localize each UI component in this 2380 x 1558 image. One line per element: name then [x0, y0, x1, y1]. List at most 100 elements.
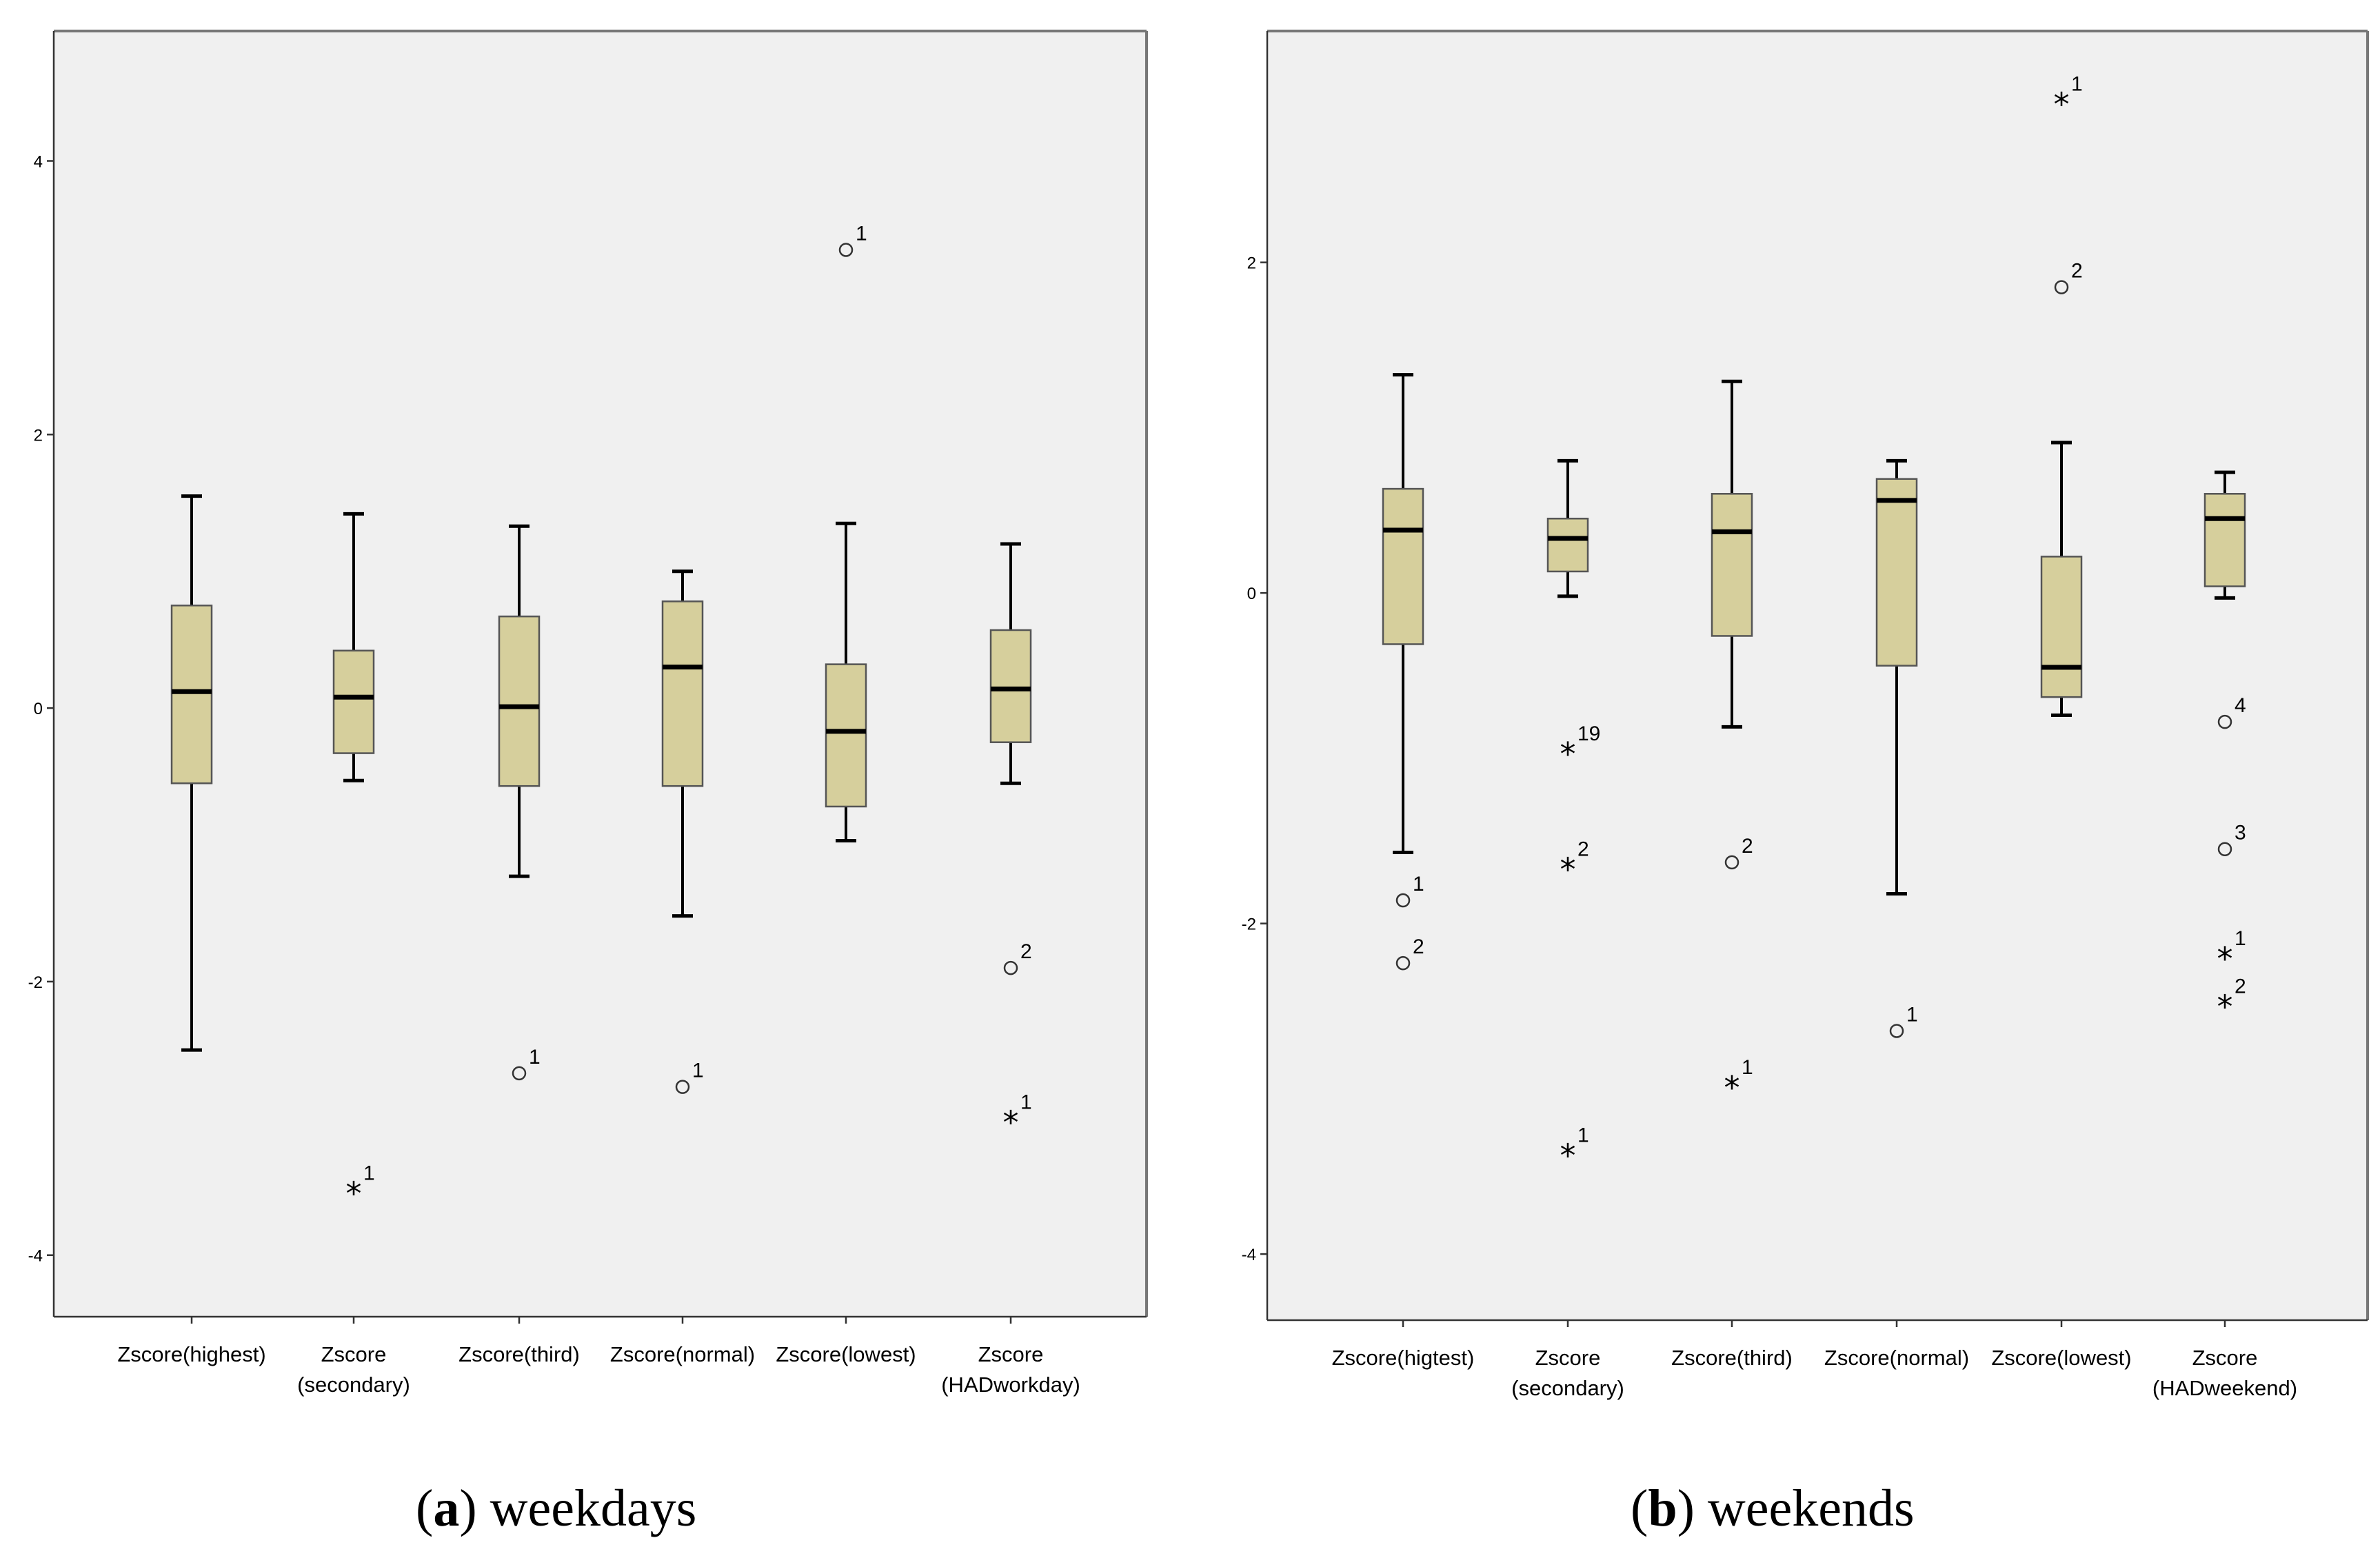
plot-area: [1267, 31, 2368, 1320]
box-6: Zscore(HADweekend)43*1*2: [2152, 470, 2297, 1400]
iqr-box: [2040, 556, 2083, 698]
category-label: Zscore(lowest): [776, 1342, 916, 1366]
box-4: Zscore(normal) 1: [1824, 458, 1969, 1370]
outlier-label: 1: [2235, 927, 2246, 950]
outlier-label: 2: [2235, 975, 2246, 998]
outlier-circle: [2217, 714, 2232, 729]
extreme-star: *: [2217, 989, 2233, 1026]
iqr-box: [1382, 487, 1424, 645]
iqr-box: [170, 605, 213, 785]
extreme-star: *: [346, 1175, 362, 1212]
extreme-star: *: [2054, 86, 2070, 123]
extreme-star: *: [1560, 1137, 1576, 1174]
box-2: Zscore(secondary)*19*2*1: [1511, 458, 1624, 1400]
y-tick-label: 0: [1247, 585, 1256, 603]
outlier-label: 1: [1906, 1003, 1918, 1026]
category-label: Zscore(third): [1671, 1346, 1793, 1370]
category-label: Zscore(higtest): [1332, 1346, 1475, 1370]
category-label: Zscore(third): [458, 1342, 580, 1366]
category-label: (HADweekend): [2152, 1376, 2297, 1400]
box-4: Zscore(normal) 1: [610, 569, 755, 1366]
iqr-box: [1875, 478, 1918, 667]
caption-a-letter: a: [433, 1479, 460, 1537]
outlier-circle: [2217, 842, 2232, 856]
outlier-label: 1: [1577, 1124, 1589, 1146]
outlier-label: 2: [2071, 260, 2083, 283]
outlier-label: 2: [1020, 940, 1032, 963]
outlier-label: 1: [1742, 1056, 1753, 1079]
outlier-label: 1: [692, 1060, 704, 1082]
caption-b: (b) weekends: [1631, 1479, 1915, 1537]
caption-a: (a) weekdays: [416, 1479, 697, 1537]
iqr-box: [989, 629, 1032, 743]
outlier-circle: [1395, 893, 1411, 908]
plot-area: [54, 31, 1147, 1317]
iqr-box: [1546, 517, 1589, 573]
iqr-box: [498, 615, 541, 787]
extreme-star: *: [1560, 851, 1576, 889]
category-label: (secondary): [1511, 1376, 1624, 1400]
box-6: Zscore (HADworkday) 2 *1: [941, 542, 1080, 1397]
category-label: Zscore(normal): [1824, 1346, 1969, 1370]
outlier-label: 2: [1413, 935, 1424, 958]
outlier-label: 1: [1413, 873, 1424, 896]
outlier-label: 1: [1020, 1091, 1032, 1113]
y-tick-label: 2: [34, 426, 43, 445]
outlier-label: 1: [363, 1162, 375, 1184]
category-label: Zscore: [978, 1342, 1044, 1366]
box-3: Zscore(third) 2 *1: [1671, 379, 1793, 1370]
iqr-box: [2203, 493, 2246, 587]
panel-a-weekdays: 4 2 0 -2 -4 Zscore(highest) Zscore (secondary) *…: [28, 30, 1148, 1397]
category-label: (HADworkday): [941, 1373, 1080, 1397]
iqr-box: [1711, 493, 1753, 637]
outlier-circle: [1003, 960, 1018, 975]
category-label: Zscore: [321, 1342, 387, 1366]
outlier-label: 19: [1577, 722, 1600, 745]
outlier-label: 2: [1742, 835, 1753, 858]
box-5: Zscore(lowest) 1: [776, 222, 916, 1366]
iqr-box: [661, 600, 704, 787]
panel-b-weekends: 2 0 -2 -4 Zscore(higtest) 1 2 Zscore (secondary)…: [1242, 30, 2369, 1400]
outlier-label: 1: [2071, 73, 2083, 96]
outlier-label: 1: [856, 222, 867, 245]
extreme-star: *: [1560, 736, 1576, 773]
caption-a-text: weekdays: [490, 1479, 697, 1537]
caption-b-text: weekends: [1707, 1479, 1915, 1537]
box-2: Zscore (secondary) *1: [297, 512, 410, 1397]
outlier-circle: [1889, 1024, 1904, 1038]
y-tick-label: -2: [1242, 915, 1256, 934]
box-1: Zscore(higtest) 1 2: [1332, 373, 1475, 1370]
outlier-circle: [512, 1066, 527, 1081]
category-label: Zscore(lowest): [1991, 1346, 2131, 1370]
y-tick-label: -2: [28, 973, 43, 992]
y-tick-label: 2: [1247, 254, 1256, 273]
caption-b-letter: b: [1648, 1479, 1677, 1537]
outlier-label: 4: [2235, 694, 2246, 717]
y-tick-label: 0: [34, 700, 43, 718]
box-1: Zscore(highest): [117, 494, 266, 1366]
box-5: Zscore(lowest) *1 2: [1991, 73, 2131, 1370]
category-label: Zscore(normal): [610, 1342, 755, 1366]
iqr-box: [332, 649, 375, 754]
category-label: Zscore: [2192, 1346, 2258, 1370]
extreme-star: *: [1724, 1069, 1740, 1106]
outlier-circle: [1395, 955, 1411, 971]
category-label: (secondary): [297, 1373, 410, 1397]
outlier-label: 2: [1577, 838, 1589, 861]
extreme-star: *: [1003, 1104, 1019, 1141]
y-tick-label: -4: [28, 1247, 43, 1266]
outlier-label: 3: [2235, 822, 2246, 844]
outlier-circle: [675, 1080, 690, 1094]
y-tick-label: -4: [1242, 1246, 1256, 1264]
iqr-box: [825, 663, 867, 808]
category-label: Zscore: [1535, 1346, 1601, 1370]
category-label: Zscore(highest): [117, 1342, 265, 1366]
y-tick-label: 4: [34, 152, 43, 171]
outlier-circle: [2054, 280, 2069, 294]
box-3: Zscore(third) 1: [458, 524, 580, 1366]
outlier-circle: [1724, 855, 1739, 870]
outlier-label: 1: [529, 1046, 541, 1069]
extreme-star: *: [2217, 940, 2233, 978]
outlier-circle: [838, 243, 854, 257]
